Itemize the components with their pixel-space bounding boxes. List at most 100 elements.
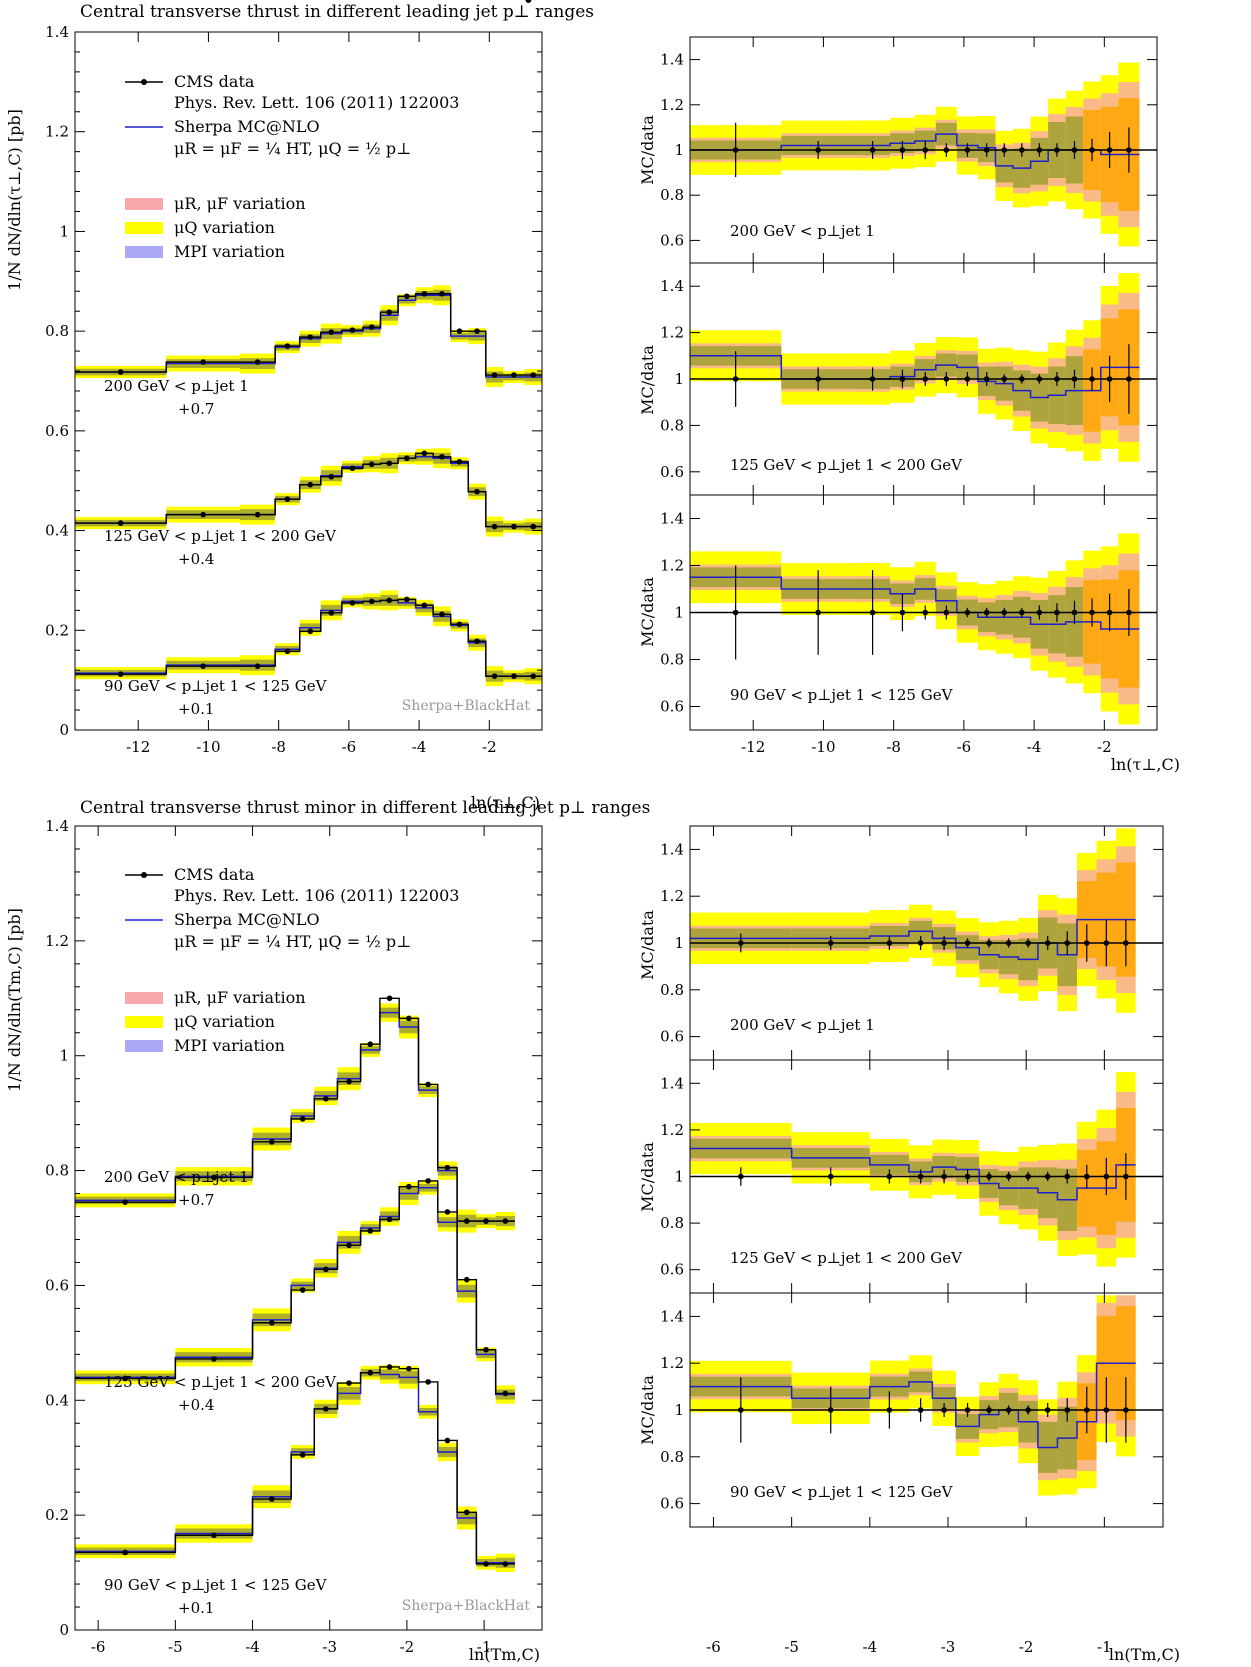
data-point (200, 663, 206, 669)
y-tick-label: 0.4 (45, 1391, 69, 1409)
ratio-data-point (1071, 147, 1078, 153)
data-point (386, 1364, 393, 1370)
data-point (502, 1561, 509, 1567)
tau-ratio-range-2: 90 GeV < p⊥jet 1 < 125 GeV (730, 686, 954, 704)
data-point (211, 1174, 217, 1181)
ratio-x-tick-label: -2 (1019, 1638, 1034, 1656)
legend-data-ref-2: Phys. Rev. Lett. 106 (2011) 122003 (174, 886, 459, 905)
y-tick-label: 0.6 (45, 1276, 69, 1294)
tau-ratio-range-1: 125 GeV < p⊥jet 1 < 200 GeV (730, 456, 963, 474)
ratio-data-point (732, 376, 739, 382)
ratio-data-point (869, 609, 876, 616)
ratio-data-point (941, 1173, 947, 1180)
ratio-data-point (986, 940, 992, 946)
ratio-y-tick-label: 0.6 (660, 1261, 684, 1279)
data-point (386, 309, 393, 315)
ratio-y-tick-label: 0.6 (660, 1028, 684, 1046)
ratio-data-point (1019, 609, 1025, 616)
ratio-data-point (922, 147, 929, 153)
data-point (406, 1183, 412, 1190)
ratio-x-tick-label: -1 (1097, 1638, 1112, 1656)
data-point (530, 523, 537, 530)
ratio-y-tick-label: 0.6 (660, 231, 684, 249)
y-tick-label: 0.4 (45, 522, 69, 540)
data-point (122, 1199, 128, 1205)
tmin-ratio-panels: 0.6 0.8 1 1.2 1.4 0.6 0.8 1 1.2 1.4 0.6 0.8 1 1.2 1.4 -… (638, 825, 1180, 1664)
data-point (463, 1509, 470, 1516)
data-point (483, 1346, 489, 1353)
ratio-data-point (815, 147, 821, 153)
ratio-data-point (1019, 376, 1025, 382)
ratio-x-tick-label: -4 (1027, 738, 1042, 756)
ratio-y-tick-label: 1.2 (660, 887, 684, 905)
ratio-data-point (1083, 940, 1090, 946)
data-point (502, 1218, 509, 1224)
data-point (328, 329, 335, 335)
ratio-data-point (1036, 147, 1043, 153)
data-point (530, 372, 537, 378)
data-point (117, 671, 124, 677)
ratio-data-point (899, 147, 906, 153)
y-tick-label: 1.2 (45, 123, 69, 141)
data-point (346, 1380, 352, 1386)
data-point (456, 458, 463, 465)
legend-data-label: CMS data (174, 72, 255, 91)
data-point (511, 523, 517, 530)
ratio-data-point (1036, 609, 1043, 616)
data-point (346, 1078, 352, 1085)
data-point (323, 1406, 329, 1412)
x-tick-label: -5 (168, 1638, 183, 1656)
data-point (284, 496, 291, 502)
tmin-main-panel: Central transverse thrust minor in diffe… (5, 0, 650, 1664)
x-tick-label: -10 (196, 738, 220, 756)
data-point (269, 1139, 275, 1145)
ratio-data-point (1025, 1173, 1031, 1180)
tau-ylabel: 1/N dN/dln(τ⊥,C) [pb] (5, 109, 24, 291)
data-point (122, 1375, 128, 1382)
ratio-data-point (738, 940, 744, 946)
ratio-data-point (1044, 1407, 1051, 1413)
tau-ratio-ylabel-1: MC/data (638, 345, 657, 415)
ratio-data-point (1083, 1407, 1090, 1413)
data-point (456, 621, 463, 628)
data-histogram (75, 452, 542, 528)
x-tick-label: -8 (271, 738, 286, 756)
ratio-y-tick-label: 0.8 (660, 186, 684, 204)
ratio-data-point (922, 376, 929, 382)
ratio-data-point (1025, 940, 1031, 946)
data-point (307, 481, 314, 488)
ratio-y-tick-label: 1.4 (660, 1307, 684, 1325)
tau-xlabel: ln(τ⊥,C) (471, 793, 540, 812)
ratio-y-tick-label: 0.8 (660, 651, 684, 669)
data-point (483, 1218, 489, 1224)
legend-band-scale: μR, μF variation (174, 194, 306, 213)
data-point (367, 1041, 374, 1048)
tau-legend: CMS data Phys. Rev. Lett. 106 (2011) 122… (125, 72, 459, 261)
ratio-y-tick-label: 0.8 (660, 416, 684, 434)
ratio-data-point (1083, 1173, 1090, 1180)
ratio-y-tick-label: 1.2 (660, 1121, 684, 1139)
ratio-data-point (827, 1173, 834, 1180)
data-point (425, 1178, 431, 1184)
data-point (425, 1081, 431, 1088)
tmin-ratio-range-2: 90 GeV < p⊥jet 1 < 125 GeV (730, 1483, 954, 1501)
ratio-data-point (869, 147, 876, 153)
data-point (386, 597, 393, 604)
ratio-data-point (827, 940, 834, 946)
data-point (444, 1164, 451, 1171)
data-point (525, 0, 532, 3)
ratio-x-tick-label: -5 (784, 1638, 799, 1656)
y-tick-label: 1 (59, 222, 69, 240)
tau-offset-1: +0.4 (178, 550, 214, 568)
tmin-offset-0: +0.7 (178, 1191, 214, 1209)
ratio-data-point (815, 609, 821, 616)
legend-mc-label-2: Sherpa MC@NLO (174, 910, 320, 929)
ratio-data-point (869, 376, 876, 382)
data-point (474, 638, 480, 645)
ratio-data-point (1089, 147, 1095, 153)
ratio-data-point (1103, 940, 1110, 946)
data-point (368, 324, 375, 330)
ratio-data-point (1001, 376, 1008, 382)
ratio-data-point (1054, 609, 1060, 616)
data-point (511, 372, 517, 378)
